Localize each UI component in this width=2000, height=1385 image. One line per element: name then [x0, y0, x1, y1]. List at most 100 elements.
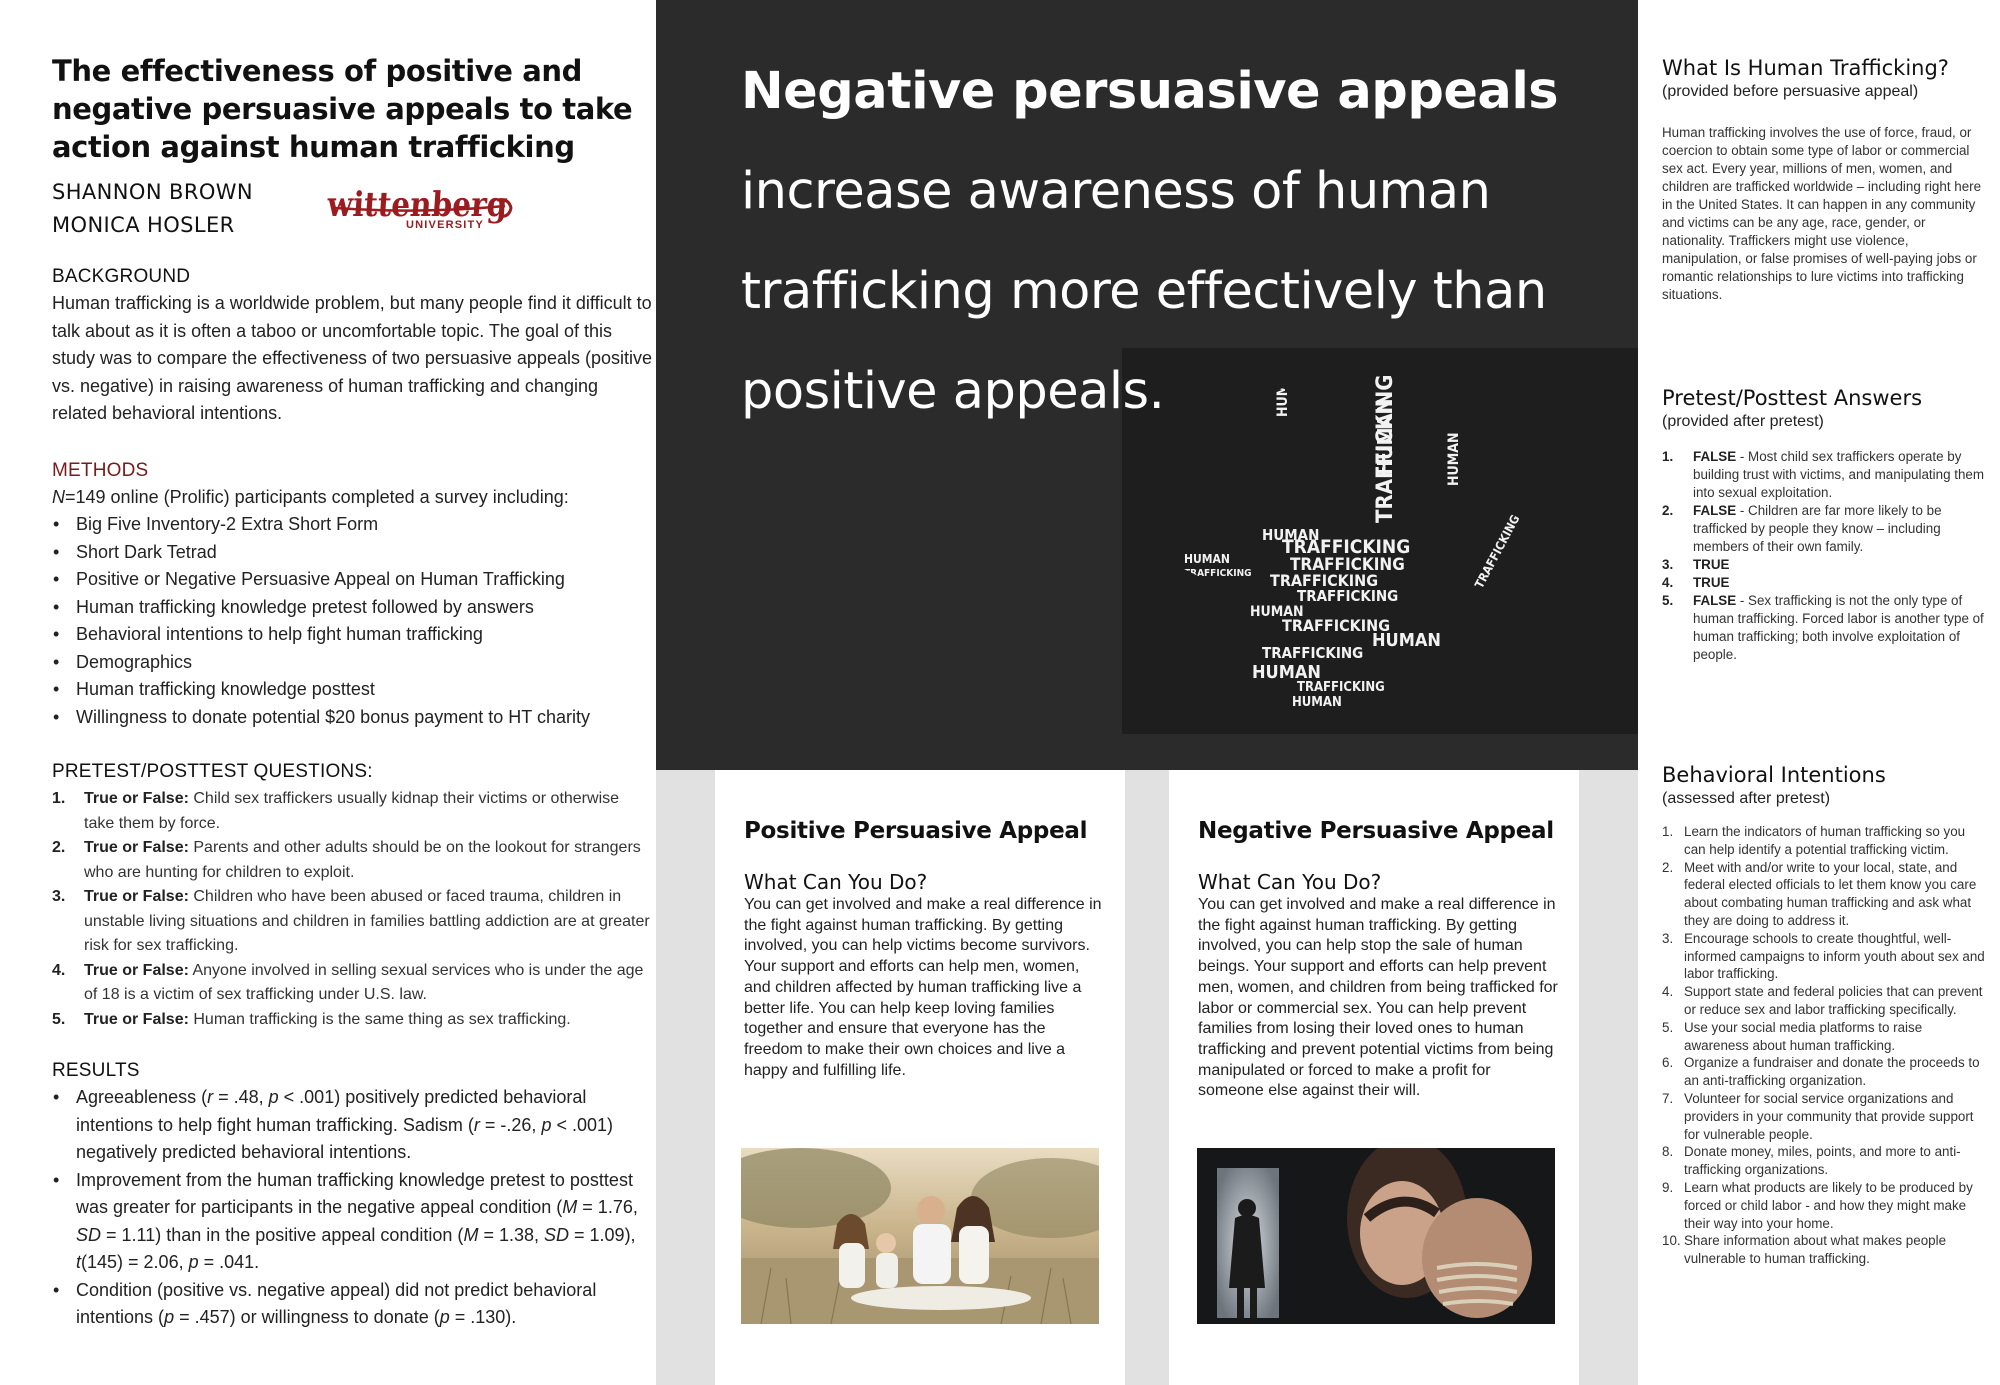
svg-text:TRAFFICKING: TRAFFICKING: [1282, 616, 1390, 635]
svg-text:TRAFFICKING: TRAFFICKING: [1290, 555, 1405, 575]
headline-bold: Negative persuasive appeals: [741, 62, 1559, 121]
intention-item: 3. Encourage schools to create thoughtful…: [1662, 930, 1985, 982]
methods-item: Behavioral intentions to help fight huma…: [52, 621, 652, 649]
svg-text:HUMAN: HUMAN: [1372, 630, 1441, 651]
svg-text:TRAFFICKING: TRAFFICKING: [1282, 536, 1410, 558]
author-1: SHANNON BROWN: [52, 180, 254, 204]
answer-item: 3. TRUE: [1662, 557, 1730, 572]
svg-text:HUMAN: HUMAN: [1262, 526, 1319, 544]
intention-item: 2. Meet with and/or write to your local, …: [1662, 859, 1977, 928]
svg-text:HUMAN: HUMAN: [1446, 432, 1462, 486]
answers-list: 1. FALSE - Most child sex traffickers ope…: [1662, 448, 1987, 664]
intention-item: 4. Support state and federal policies tha…: [1662, 984, 1983, 1017]
question-number: 2.: [52, 839, 66, 856]
svg-text:TRAFFICKING: TRAFFICKING: [1297, 680, 1385, 695]
question-item: 3. True or False: Children who have been …: [52, 885, 652, 959]
question-number: 1.: [52, 790, 66, 807]
svg-text:TRAFFICKING: TRAFFICKING: [1184, 568, 1252, 579]
svg-text:TRAFFICKING: TRAFFICKING: [1270, 571, 1378, 590]
result-item: Improvement from the human trafficking k…: [52, 1167, 652, 1277]
intention-item: 9. Learn what products are likely to be p…: [1662, 1179, 1973, 1231]
question-number: 4.: [52, 961, 66, 979]
svg-text:HUMAN: HUMAN: [1252, 662, 1321, 683]
what-is-sub: (provided before persuasive appeal): [1662, 83, 1919, 100]
negative-card-text: You can get involved and make a real dif…: [1198, 896, 1558, 1100]
intentions-heading: Behavioral Intentions: [1662, 763, 1886, 787]
question-number: 3.: [52, 888, 66, 905]
authors-row: SHANNON BROWN MONICA HOSLER wittenberg U…: [52, 176, 652, 250]
intention-item: 10. Share information about what makes pe…: [1662, 1233, 1947, 1267]
svg-text:HUMAN: HUMAN: [1373, 398, 1397, 475]
intentions-sub: (assessed after pretest): [1662, 790, 1831, 807]
hand-icon: TRAFFICKING HUMAN HUMAN HUMAN HUMAN TRAF…: [1182, 353, 1547, 713]
answer-item: 2. FALSE - Children are far more likely t…: [1662, 503, 1942, 554]
svg-text:HUMAN: HUMAN: [1184, 552, 1230, 566]
question-text: Parents and other adults should be on th…: [84, 839, 641, 881]
answer-item: 5. FALSE - Sex trafficking is not the onl…: [1662, 593, 1984, 662]
intention-item: 7. Volunteer for social service organizat…: [1662, 1090, 1974, 1142]
n-italic: N: [52, 486, 65, 507]
methods-intro-text: =149 online (Prolific) participants comp…: [65, 486, 569, 507]
intention-item: 8. Donate money, miles, points, and more …: [1662, 1144, 1961, 1178]
question-label: True or False:: [84, 839, 189, 856]
question-text: Anyone involved in selling sexual servic…: [84, 961, 644, 1004]
question-label: True or False:: [84, 1010, 189, 1028]
svg-text:TRAFFICKING: TRAFFICKING: [1297, 587, 1398, 605]
intention-item: 5. Use your social media platforms to rai…: [1662, 1019, 1923, 1053]
svg-text:HUMAN: HUMAN: [1250, 604, 1304, 620]
background-text: Human trafficking is a worldwide problem…: [52, 293, 652, 423]
intentions-list: 1. Learn the indicators of human traffick…: [1662, 823, 1987, 1268]
methods-item: Short Dark Tetrad: [52, 539, 652, 567]
headline-line: positive appeals.: [741, 362, 1165, 421]
victim-photo: [1197, 1148, 1555, 1324]
negative-card-subtitle: What Can You Do?: [1198, 870, 1382, 894]
methods-item: Positive or Negative Persuasive Appeal o…: [52, 566, 652, 594]
questions-heading: PRETEST/POSTTEST QUESTIONS:: [52, 761, 373, 782]
negative-card-title: Negative Persuasive Appeal: [1198, 818, 1554, 844]
background-heading: BACKGROUND: [52, 266, 191, 287]
wittenberg-logo: wittenberg UNIVERSITY: [327, 185, 513, 231]
question-item: 5. True or False: Human trafficking is th…: [52, 1008, 652, 1033]
answer-item: 1. FALSE - Most child sex traffickers ope…: [1662, 449, 1985, 500]
question-text: Children who have been abused or faced t…: [84, 888, 650, 954]
svg-text:HUMAN: HUMAN: [1292, 695, 1342, 710]
left-column: The effectiveness of positive and negati…: [52, 52, 652, 1332]
poster-title: The effectiveness of positive and negati…: [52, 54, 633, 164]
headline-line: trafficking more effectively than: [741, 262, 1547, 321]
results-list: Agreeableness (r = .48, p < .001) positi…: [52, 1084, 652, 1332]
results-heading: RESULTS: [52, 1060, 140, 1081]
methods-heading: METHODS: [52, 459, 149, 481]
intention-item: 1. Learn the indicators of human traffick…: [1662, 824, 1966, 857]
logo-subtext: UNIVERSITY: [406, 219, 484, 231]
question-label: True or False:: [84, 888, 189, 905]
question-number: 5.: [52, 1010, 66, 1028]
author-2: MONICA HOSLER: [52, 213, 235, 237]
methods-item: Big Five Inventory-2 Extra Short Form: [52, 511, 652, 539]
positive-card-title: Positive Persuasive Appeal: [744, 818, 1088, 844]
headline-line: increase awareness of human: [741, 162, 1491, 221]
what-is-text: Human trafficking involves the use of fo…: [1662, 125, 1982, 302]
questions-list: 1. True or False: Child sex traffickers u…: [52, 787, 652, 1032]
headline: Negative persuasive appeals increase awa…: [741, 42, 1601, 442]
question-text: Human trafficking is the same thing as s…: [193, 1010, 571, 1028]
methods-intro: N=149 online (Prolific) participants com…: [52, 484, 652, 512]
answers-heading: Pretest/Posttest Answers: [1662, 386, 1923, 410]
question-item: 2. True or False: Parents and other adult…: [52, 836, 652, 885]
right-column: What Is Human Trafficking? (provided bef…: [1662, 54, 1987, 1268]
question-text: Child sex traffickers usually kidnap the…: [84, 790, 620, 832]
what-is-heading: What Is Human Trafficking?: [1662, 56, 1949, 80]
methods-item: Human trafficking knowledge pretest foll…: [52, 594, 652, 622]
svg-text:TRAFFICKING: TRAFFICKING: [1262, 644, 1363, 662]
result-item: Condition (positive vs. negative appeal)…: [52, 1277, 652, 1332]
svg-text:TRAFFICKING: TRAFFICKING: [1373, 375, 1398, 524]
question-label: True or False:: [84, 790, 189, 807]
answers-sub: (provided after pretest): [1662, 413, 1824, 430]
logo-wordmark: wittenberg: [327, 185, 509, 225]
intention-item: 6. Organize a fundraiser and donate the p…: [1662, 1055, 1980, 1089]
hand-word-cloud: TRAFFICKING HUMAN HUMAN HUMAN HUMAN TRAF…: [1122, 348, 1638, 734]
methods-list: Big Five Inventory-2 Extra Short Form Sh…: [52, 511, 652, 731]
family-photo: [741, 1148, 1099, 1324]
positive-card-subtitle: What Can You Do?: [744, 870, 928, 894]
methods-item: Willingness to donate potential $20 bonu…: [52, 704, 652, 732]
positive-card-text: You can get involved and make a real dif…: [744, 896, 1102, 1079]
